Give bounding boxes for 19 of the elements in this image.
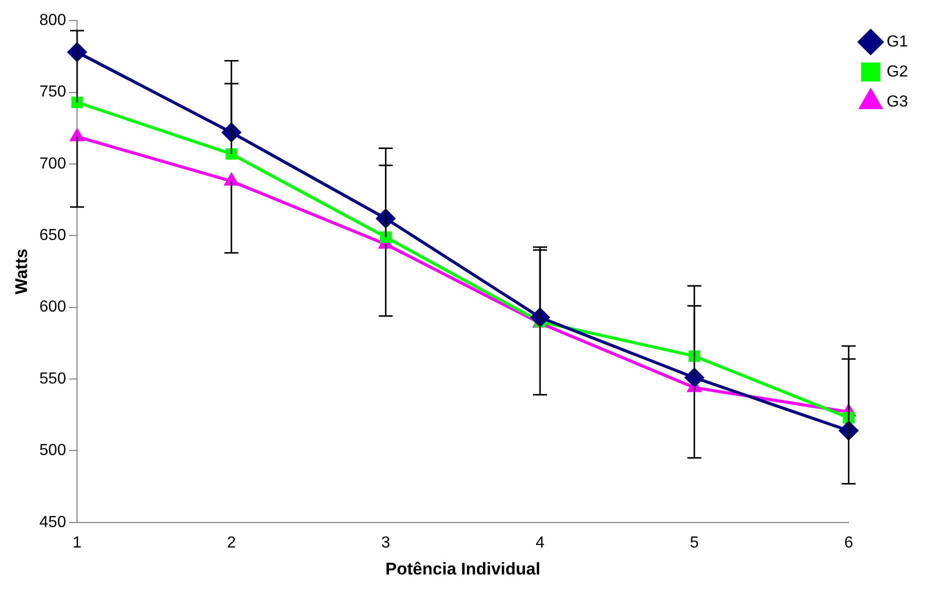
x-tick-label: 1 [72, 534, 82, 552]
y-tick-label: 550 [39, 370, 66, 388]
x-tick-label: 5 [690, 534, 699, 552]
x-tick-label: 3 [381, 534, 390, 552]
y-tick-label: 500 [39, 442, 66, 460]
x-tick-label: 4 [536, 534, 545, 552]
x-axis-title: Potência Individual [385, 559, 540, 578]
y-tick-label: 800 [39, 12, 66, 30]
y-tick-label: 700 [39, 155, 66, 172]
legend-label: G1 [886, 33, 908, 50]
y-axis-title: Watts [12, 248, 31, 294]
y-tick-label: 600 [39, 298, 66, 316]
y-tick-label: 750 [39, 84, 66, 101]
y-tick-label: 450 [39, 514, 66, 531]
x-tick-label: 2 [226, 534, 236, 552]
legend-label: G3 [886, 93, 908, 110]
legend-label: G2 [886, 63, 908, 80]
y-tick-label: 650 [39, 227, 66, 244]
x-tick-label: 6 [844, 534, 854, 552]
